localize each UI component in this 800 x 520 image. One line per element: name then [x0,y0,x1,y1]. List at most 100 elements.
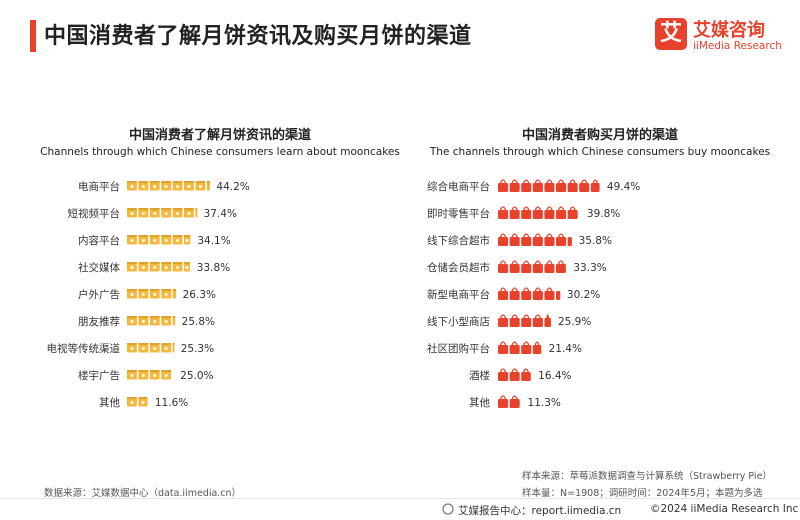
shopping-bag-icon [509,314,520,327]
mooncake-box-icon [127,208,137,218]
category-label: 电商平台 [78,180,120,193]
value-label: 25.0% [180,370,213,382]
learn-bar-row: 电商平台 44.2% [78,180,250,193]
category-label: 楼宇广告 [78,369,120,382]
mooncake-box-icon [127,235,137,245]
shopping-bag-icon [579,179,590,192]
learn-bar-row: 朋友推荐 25.8% [78,315,215,328]
mooncake-box-icon [127,397,137,407]
mooncake-box-icon [138,289,149,299]
brand-name-en: iiMedia Research [693,40,782,52]
shopping-bag-icon [521,233,532,246]
shopping-bag-icon [532,206,543,219]
mooncake-box-icon [149,370,160,380]
left-chart-title: 中国消费者了解月饼资讯的渠道 [128,128,311,143]
shopping-bag-icon [498,206,509,219]
buy-bar [498,287,561,300]
mooncake-box-icon [127,289,137,299]
mooncake-box-icon [184,235,191,245]
buy-bar-row: 线下小型商店 25.9% [427,314,591,328]
shopping-bag-icon [544,233,555,246]
category-label: 酒楼 [469,369,490,382]
value-label: 33.3% [573,262,606,274]
mooncake-box-icon [138,235,149,245]
mooncake-box-icon [161,316,172,326]
mooncake-box-icon [138,397,148,407]
mooncake-box-icon [161,235,172,245]
learn-bar-row: 楼宇广告 25.0% [78,369,214,382]
buy-bar-row: 新型电商平台 30.2% [427,287,600,301]
footer-divider [0,498,800,499]
shopping-bag-icon [498,260,509,273]
value-label: 33.8% [197,262,230,274]
right-chart-title: 中国消费者购买月饼的渠道 [521,128,678,143]
buy-bar [498,314,551,327]
value-label: 35.8% [579,235,612,247]
shopping-bag-icon [498,314,509,327]
category-label: 电视等传统渠道 [47,342,121,355]
shopping-bag-icon [521,287,532,300]
mooncake-box-icon [161,262,172,272]
shopping-bag-icon [544,314,551,327]
mooncake-box-icon [138,343,149,353]
buy-bar-row: 仓储会员超市 33.3% [427,260,607,274]
learn-bar-row: 短视频平台 37.4% [68,207,237,220]
category-label: 朋友推荐 [78,315,120,328]
shopping-bag-icon [498,287,509,300]
shopping-bag-icon [544,287,555,300]
mooncake-box-icon [195,181,206,191]
mooncake-box-icon [127,262,137,272]
category-label: 线下综合超市 [427,234,490,247]
shopping-bag-icon [556,291,561,300]
learn-bar [127,289,177,299]
mooncake-box-icon [127,343,137,353]
mooncake-box-icon [138,181,149,191]
value-label: 21.4% [549,343,582,355]
learn-bar [127,262,190,272]
report-center-link[interactable]: 艾媒报告中心：report.iimedia.cn [458,505,622,517]
value-label: 26.3% [183,289,216,301]
value-label: 39.8% [587,208,620,220]
value-label: 25.3% [181,343,214,355]
shopping-bag-icon [544,260,555,273]
shopping-bag-icon [532,341,542,354]
category-label: 短视频平台 [68,207,121,220]
mooncake-box-icon [184,208,194,218]
shopping-bag-icon [509,179,520,192]
learn-bar [127,370,172,380]
category-label: 户外广告 [78,288,120,301]
mooncake-box-icon [206,181,210,191]
mooncake-box-icon [149,289,160,299]
shopping-bag-icon [498,179,509,192]
mooncake-box-icon [184,181,194,191]
buy-bar-row: 社区团购平台 21.4% [427,341,582,355]
shopping-bag-icon [509,368,520,381]
mooncake-box-icon [172,316,176,326]
value-label: 49.4% [607,181,640,193]
learn-bar [127,235,191,245]
shopping-bag-icon [509,395,520,408]
sample-info: 样本量：N=1908；调研时间：2024年5月；本题为多选 [522,488,763,499]
value-label: 34.1% [197,235,230,247]
mooncake-box-icon [172,235,183,245]
data-source: 数据来源：艾媒数据中心（data.iimedia.cn） [44,488,242,499]
mooncake-box-icon [161,370,172,380]
category-label: 其他 [469,396,490,409]
report-center-icon [442,503,454,515]
learn-bar [127,316,176,326]
category-label: 新型电商平台 [427,288,490,301]
shopping-bag-icon [532,179,543,192]
value-label: 11.3% [528,397,561,409]
category-label: 其他 [99,396,120,409]
buy-bar-row: 其他 11.3% [469,395,561,409]
shopping-bag-icon [498,233,509,246]
mooncake-box-icon [127,181,137,191]
shopping-bag-icon [532,287,543,300]
page-title: 中国消费者了解月饼资讯及购买月饼的渠道 [44,24,472,49]
buy-bar [498,233,572,246]
copyright: ©2024 iiMedia Research Inc [650,503,799,515]
brand-mark-icon: 艾 [655,18,687,50]
shopping-bag-icon [567,237,572,246]
mooncake-box-icon [127,316,137,326]
